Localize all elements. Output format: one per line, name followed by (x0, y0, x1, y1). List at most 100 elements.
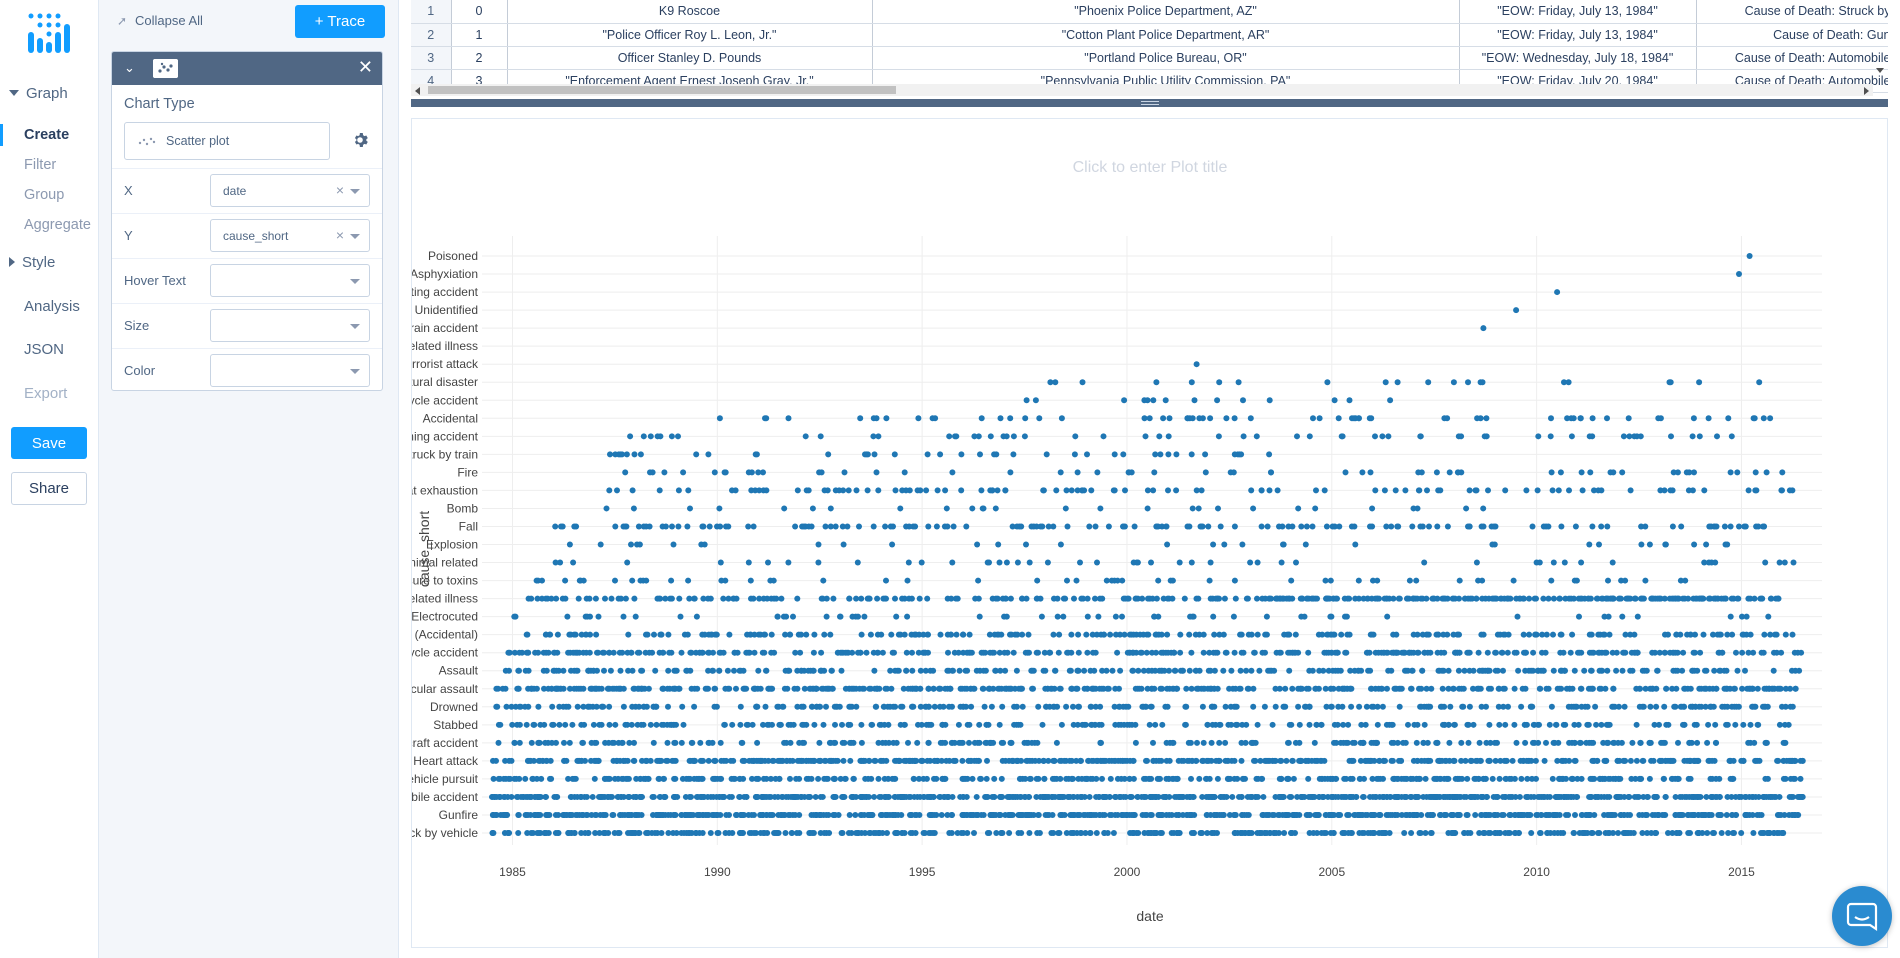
data-point[interactable] (1061, 811, 1068, 818)
data-point[interactable] (601, 811, 608, 818)
data-point[interactable] (964, 811, 971, 818)
data-point[interactable] (1464, 830, 1471, 836)
data-point[interactable] (1237, 631, 1244, 638)
data-point[interactable] (1231, 577, 1238, 584)
data-point[interactable] (542, 739, 549, 746)
data-point[interactable] (1441, 721, 1448, 728)
data-point[interactable] (661, 775, 667, 782)
data-point[interactable] (1164, 631, 1171, 638)
data-point[interactable] (1110, 830, 1117, 836)
data-point[interactable] (687, 775, 693, 782)
data-point[interactable] (783, 613, 790, 620)
data-point[interactable] (1729, 631, 1736, 638)
data-point[interactable] (506, 667, 512, 674)
data-point[interactable] (1286, 721, 1293, 728)
data-point[interactable] (996, 649, 1003, 656)
data-point[interactable] (1561, 667, 1568, 674)
data-point[interactable] (528, 739, 535, 746)
data-point[interactable] (984, 830, 991, 836)
data-point[interactable] (901, 631, 908, 638)
data-point[interactable] (1588, 667, 1595, 674)
data-point[interactable] (1609, 649, 1616, 656)
data-point[interactable] (1511, 721, 1518, 728)
data-point[interactable] (1118, 793, 1124, 800)
data-point[interactable] (671, 793, 678, 800)
data-point[interactable] (619, 775, 625, 782)
data-point[interactable] (1629, 739, 1636, 746)
data-point[interactable] (1702, 703, 1709, 710)
data-point[interactable] (601, 649, 607, 656)
data-point[interactable] (523, 811, 530, 818)
data-point[interactable] (671, 739, 678, 746)
data-point[interactable] (1232, 811, 1239, 818)
data-point[interactable] (615, 595, 622, 602)
data-point[interactable] (1713, 775, 1719, 782)
data-point[interactable] (1324, 775, 1331, 782)
data-point[interactable] (652, 667, 659, 674)
data-point[interactable] (1703, 793, 1710, 800)
data-point[interactable] (1354, 811, 1361, 818)
data-point[interactable] (1019, 595, 1025, 602)
data-point[interactable] (1752, 757, 1759, 764)
data-point[interactable] (1007, 685, 1014, 692)
data-point[interactable] (983, 721, 990, 728)
data-point[interactable] (1320, 793, 1327, 800)
data-point[interactable] (1057, 757, 1063, 764)
table-cell[interactable]: "Cotton Plant Police Department, AR" (872, 23, 1460, 47)
data-point[interactable] (694, 811, 701, 818)
data-point[interactable] (737, 703, 744, 710)
data-point[interactable] (1475, 685, 1482, 692)
data-point[interactable] (575, 595, 582, 602)
data-point[interactable] (875, 649, 881, 656)
data-point[interactable] (1084, 613, 1091, 620)
data-point[interactable] (1247, 559, 1254, 566)
data-point[interactable] (1692, 631, 1698, 638)
data-point[interactable] (1406, 811, 1413, 818)
data-point[interactable] (1216, 811, 1223, 818)
data-point[interactable] (1278, 559, 1285, 566)
data-point[interactable] (601, 775, 608, 782)
data-point[interactable] (1080, 811, 1087, 818)
data-point[interactable] (566, 631, 573, 638)
data-point[interactable] (1145, 631, 1152, 638)
data-point[interactable] (847, 703, 854, 710)
data-point[interactable] (874, 595, 881, 602)
data-point[interactable] (1370, 631, 1377, 638)
data-point[interactable] (1671, 703, 1678, 710)
data-point[interactable] (807, 757, 814, 764)
data-point[interactable] (815, 775, 822, 782)
data-point[interactable] (589, 685, 596, 692)
data-point[interactable] (810, 649, 817, 656)
data-point[interactable] (1464, 649, 1471, 656)
data-point[interactable] (1088, 757, 1095, 764)
data-point[interactable] (930, 685, 937, 692)
data-point[interactable] (1619, 667, 1626, 674)
data-point[interactable] (1185, 739, 1192, 746)
data-point[interactable] (1782, 631, 1789, 638)
data-point[interactable] (1259, 649, 1266, 656)
data-point[interactable] (895, 631, 902, 638)
data-point[interactable] (1059, 793, 1066, 800)
data-point[interactable] (516, 739, 523, 746)
data-point[interactable] (971, 830, 977, 836)
data-point[interactable] (1074, 667, 1081, 674)
data-point[interactable] (867, 631, 874, 638)
data-point[interactable] (837, 775, 844, 782)
data-point[interactable] (1359, 811, 1366, 818)
data-point[interactable] (894, 830, 901, 836)
data-point[interactable] (1356, 775, 1363, 782)
table-cell[interactable]: "EOW: Wednesday, July 18, 1984" (1459, 46, 1697, 70)
data-point[interactable] (1347, 685, 1354, 692)
data-point[interactable] (1436, 757, 1443, 764)
data-point[interactable] (597, 541, 604, 548)
data-point[interactable] (918, 559, 925, 566)
data-point[interactable] (1519, 811, 1526, 818)
data-point[interactable] (999, 703, 1006, 710)
data-point[interactable] (1285, 739, 1291, 746)
data-point[interactable] (1248, 631, 1255, 638)
data-point[interactable] (733, 811, 740, 818)
data-point[interactable] (699, 793, 705, 800)
data-point[interactable] (1368, 685, 1374, 692)
data-point[interactable] (1108, 577, 1115, 584)
data-point[interactable] (1780, 739, 1787, 746)
